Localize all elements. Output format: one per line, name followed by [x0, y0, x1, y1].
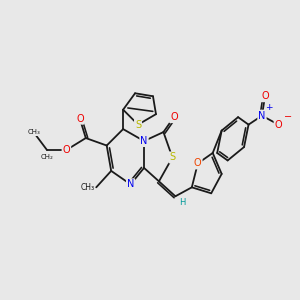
Text: N: N — [127, 179, 134, 189]
Text: H: H — [179, 198, 185, 207]
Text: CH₃: CH₃ — [27, 129, 40, 135]
Text: N: N — [140, 136, 148, 146]
Text: O: O — [274, 120, 282, 130]
Text: O: O — [194, 158, 202, 168]
Text: N: N — [258, 111, 266, 121]
Text: S: S — [135, 120, 141, 130]
Text: S: S — [169, 152, 176, 163]
Text: CH₃: CH₃ — [81, 183, 95, 192]
Text: CH₂: CH₂ — [40, 154, 53, 160]
Text: O: O — [63, 145, 70, 155]
Text: −: − — [284, 112, 292, 122]
Text: O: O — [76, 114, 84, 124]
Text: O: O — [261, 91, 269, 101]
Text: +: + — [265, 103, 272, 112]
Text: O: O — [170, 112, 178, 122]
